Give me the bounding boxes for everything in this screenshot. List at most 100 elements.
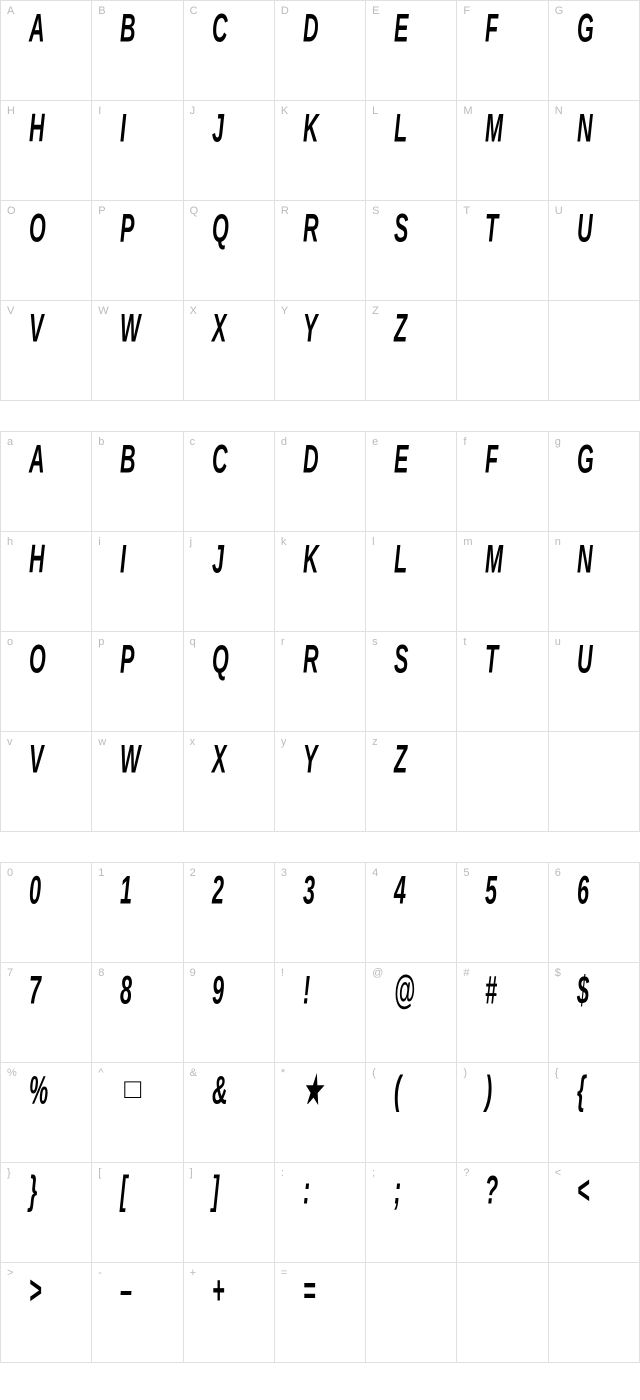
key-label: ) xyxy=(463,1067,467,1079)
glyph-cell: uU xyxy=(549,632,640,732)
glyph-cell: vV xyxy=(1,732,92,832)
section-lowercase: aAbBcCdDeEfFgGhHiIjJkKlLmMnNoOpPqQrRsStT… xyxy=(0,431,640,832)
glyph: B xyxy=(120,436,135,482)
glyph: 1 xyxy=(120,867,131,913)
key-label: a xyxy=(7,436,13,448)
glyph: U xyxy=(577,636,592,682)
glyph-cell: pP xyxy=(92,632,183,732)
glyph: H xyxy=(29,536,44,582)
glyph-cell: ^□ xyxy=(92,1063,183,1163)
key-label: V xyxy=(7,305,14,317)
key-label: o xyxy=(7,636,13,648)
glyph: Y xyxy=(303,736,317,782)
key-label: J xyxy=(190,105,196,117)
glyph: S xyxy=(394,636,408,682)
glyph-cell: nN xyxy=(549,532,640,632)
glyph: D xyxy=(303,436,318,482)
glyph-cell: BB xyxy=(92,1,183,101)
key-label: u xyxy=(555,636,561,648)
glyph-cell: %% xyxy=(1,1063,92,1163)
glyph-cell: oO xyxy=(1,632,92,732)
key-label: U xyxy=(555,205,563,217)
key-label: K xyxy=(281,105,288,117)
key-label: ( xyxy=(372,1067,376,1079)
glyph-cell: && xyxy=(184,1063,275,1163)
glyph: Q xyxy=(212,636,228,682)
key-label: A xyxy=(7,5,14,17)
glyph: X xyxy=(212,736,226,782)
empty-cell xyxy=(549,732,640,832)
key-label: X xyxy=(190,305,197,317)
glyph-cell: ## xyxy=(457,963,548,1063)
glyph: A xyxy=(29,5,44,51)
key-label: F xyxy=(463,5,470,17)
glyph: J xyxy=(212,105,223,151)
key-label: I xyxy=(98,105,101,117)
glyph: 2 xyxy=(212,867,223,913)
glyph: = xyxy=(303,1267,315,1313)
key-label: z xyxy=(372,736,378,748)
glyph: S xyxy=(394,205,408,251)
glyph-cell: gG xyxy=(549,432,640,532)
glyph: } xyxy=(29,1167,37,1213)
key-label: P xyxy=(98,205,105,217)
glyph-cell: == xyxy=(275,1263,366,1363)
glyph: X xyxy=(212,305,226,351)
glyph-cell: >> xyxy=(1,1263,92,1363)
glyph-cell: ?? xyxy=(457,1163,548,1263)
glyph: ) xyxy=(485,1067,492,1113)
glyph: C xyxy=(212,436,227,482)
key-label: l xyxy=(372,536,374,548)
glyph-cell: LL xyxy=(366,101,457,201)
key-label: # xyxy=(463,967,469,979)
glyph-cell: bB xyxy=(92,432,183,532)
key-label: t xyxy=(463,636,466,648)
glyph-cell: iI xyxy=(92,532,183,632)
glyph-cell: }} xyxy=(1,1163,92,1263)
glyph-cell: UU xyxy=(549,201,640,301)
key-label: : xyxy=(281,1167,284,1179)
glyph: N xyxy=(577,536,592,582)
glyph: # xyxy=(485,967,496,1013)
glyph: 9 xyxy=(212,967,223,1013)
key-label: i xyxy=(98,536,100,548)
glyph: Z xyxy=(394,736,407,782)
glyph-cell: eE xyxy=(366,432,457,532)
key-label: g xyxy=(555,436,561,448)
glyph-cell: {{ xyxy=(549,1063,640,1163)
glyph-cell: mM xyxy=(457,532,548,632)
glyph: □ xyxy=(124,1073,140,1105)
key-label: ; xyxy=(372,1167,375,1179)
glyph: T xyxy=(485,636,498,682)
key-label: x xyxy=(190,736,196,748)
glyph-cell: aA xyxy=(1,432,92,532)
key-label: 8 xyxy=(98,967,104,979)
section-gap xyxy=(0,832,640,862)
glyph-cell: rR xyxy=(275,632,366,732)
glyph-cell: jJ xyxy=(184,532,275,632)
glyph: C xyxy=(212,5,227,51)
key-label: W xyxy=(98,305,108,317)
glyph-cell: lL xyxy=(366,532,457,632)
glyph-cell: ]] xyxy=(184,1163,275,1263)
glyph: R xyxy=(303,636,318,682)
glyph-cell: 55 xyxy=(457,863,548,963)
section-numbers_symbols: 00112233445566778899!!@@##$$%%^□&&*★(())… xyxy=(0,862,640,1363)
glyph-cell: $$ xyxy=(549,963,640,1063)
section-uppercase: AABBCCDDEEFFGGHHIIJJKKLLMMNNOOPPQQRRSSTT… xyxy=(0,0,640,401)
glyph-cell: fF xyxy=(457,432,548,532)
glyph-cell: wW xyxy=(92,732,183,832)
glyph-cell: << xyxy=(549,1163,640,1263)
key-label: 6 xyxy=(555,867,561,879)
glyph: – xyxy=(120,1267,131,1313)
glyph: N xyxy=(577,105,592,151)
glyph-cell: kK xyxy=(275,532,366,632)
glyph: 7 xyxy=(29,967,40,1013)
glyph: ; xyxy=(394,1167,401,1213)
key-label: s xyxy=(372,636,378,648)
glyph: P xyxy=(120,205,134,251)
glyph-cell: YY xyxy=(275,301,366,401)
glyph-cell: tT xyxy=(457,632,548,732)
key-label: < xyxy=(555,1167,561,1179)
key-label: D xyxy=(281,5,289,17)
